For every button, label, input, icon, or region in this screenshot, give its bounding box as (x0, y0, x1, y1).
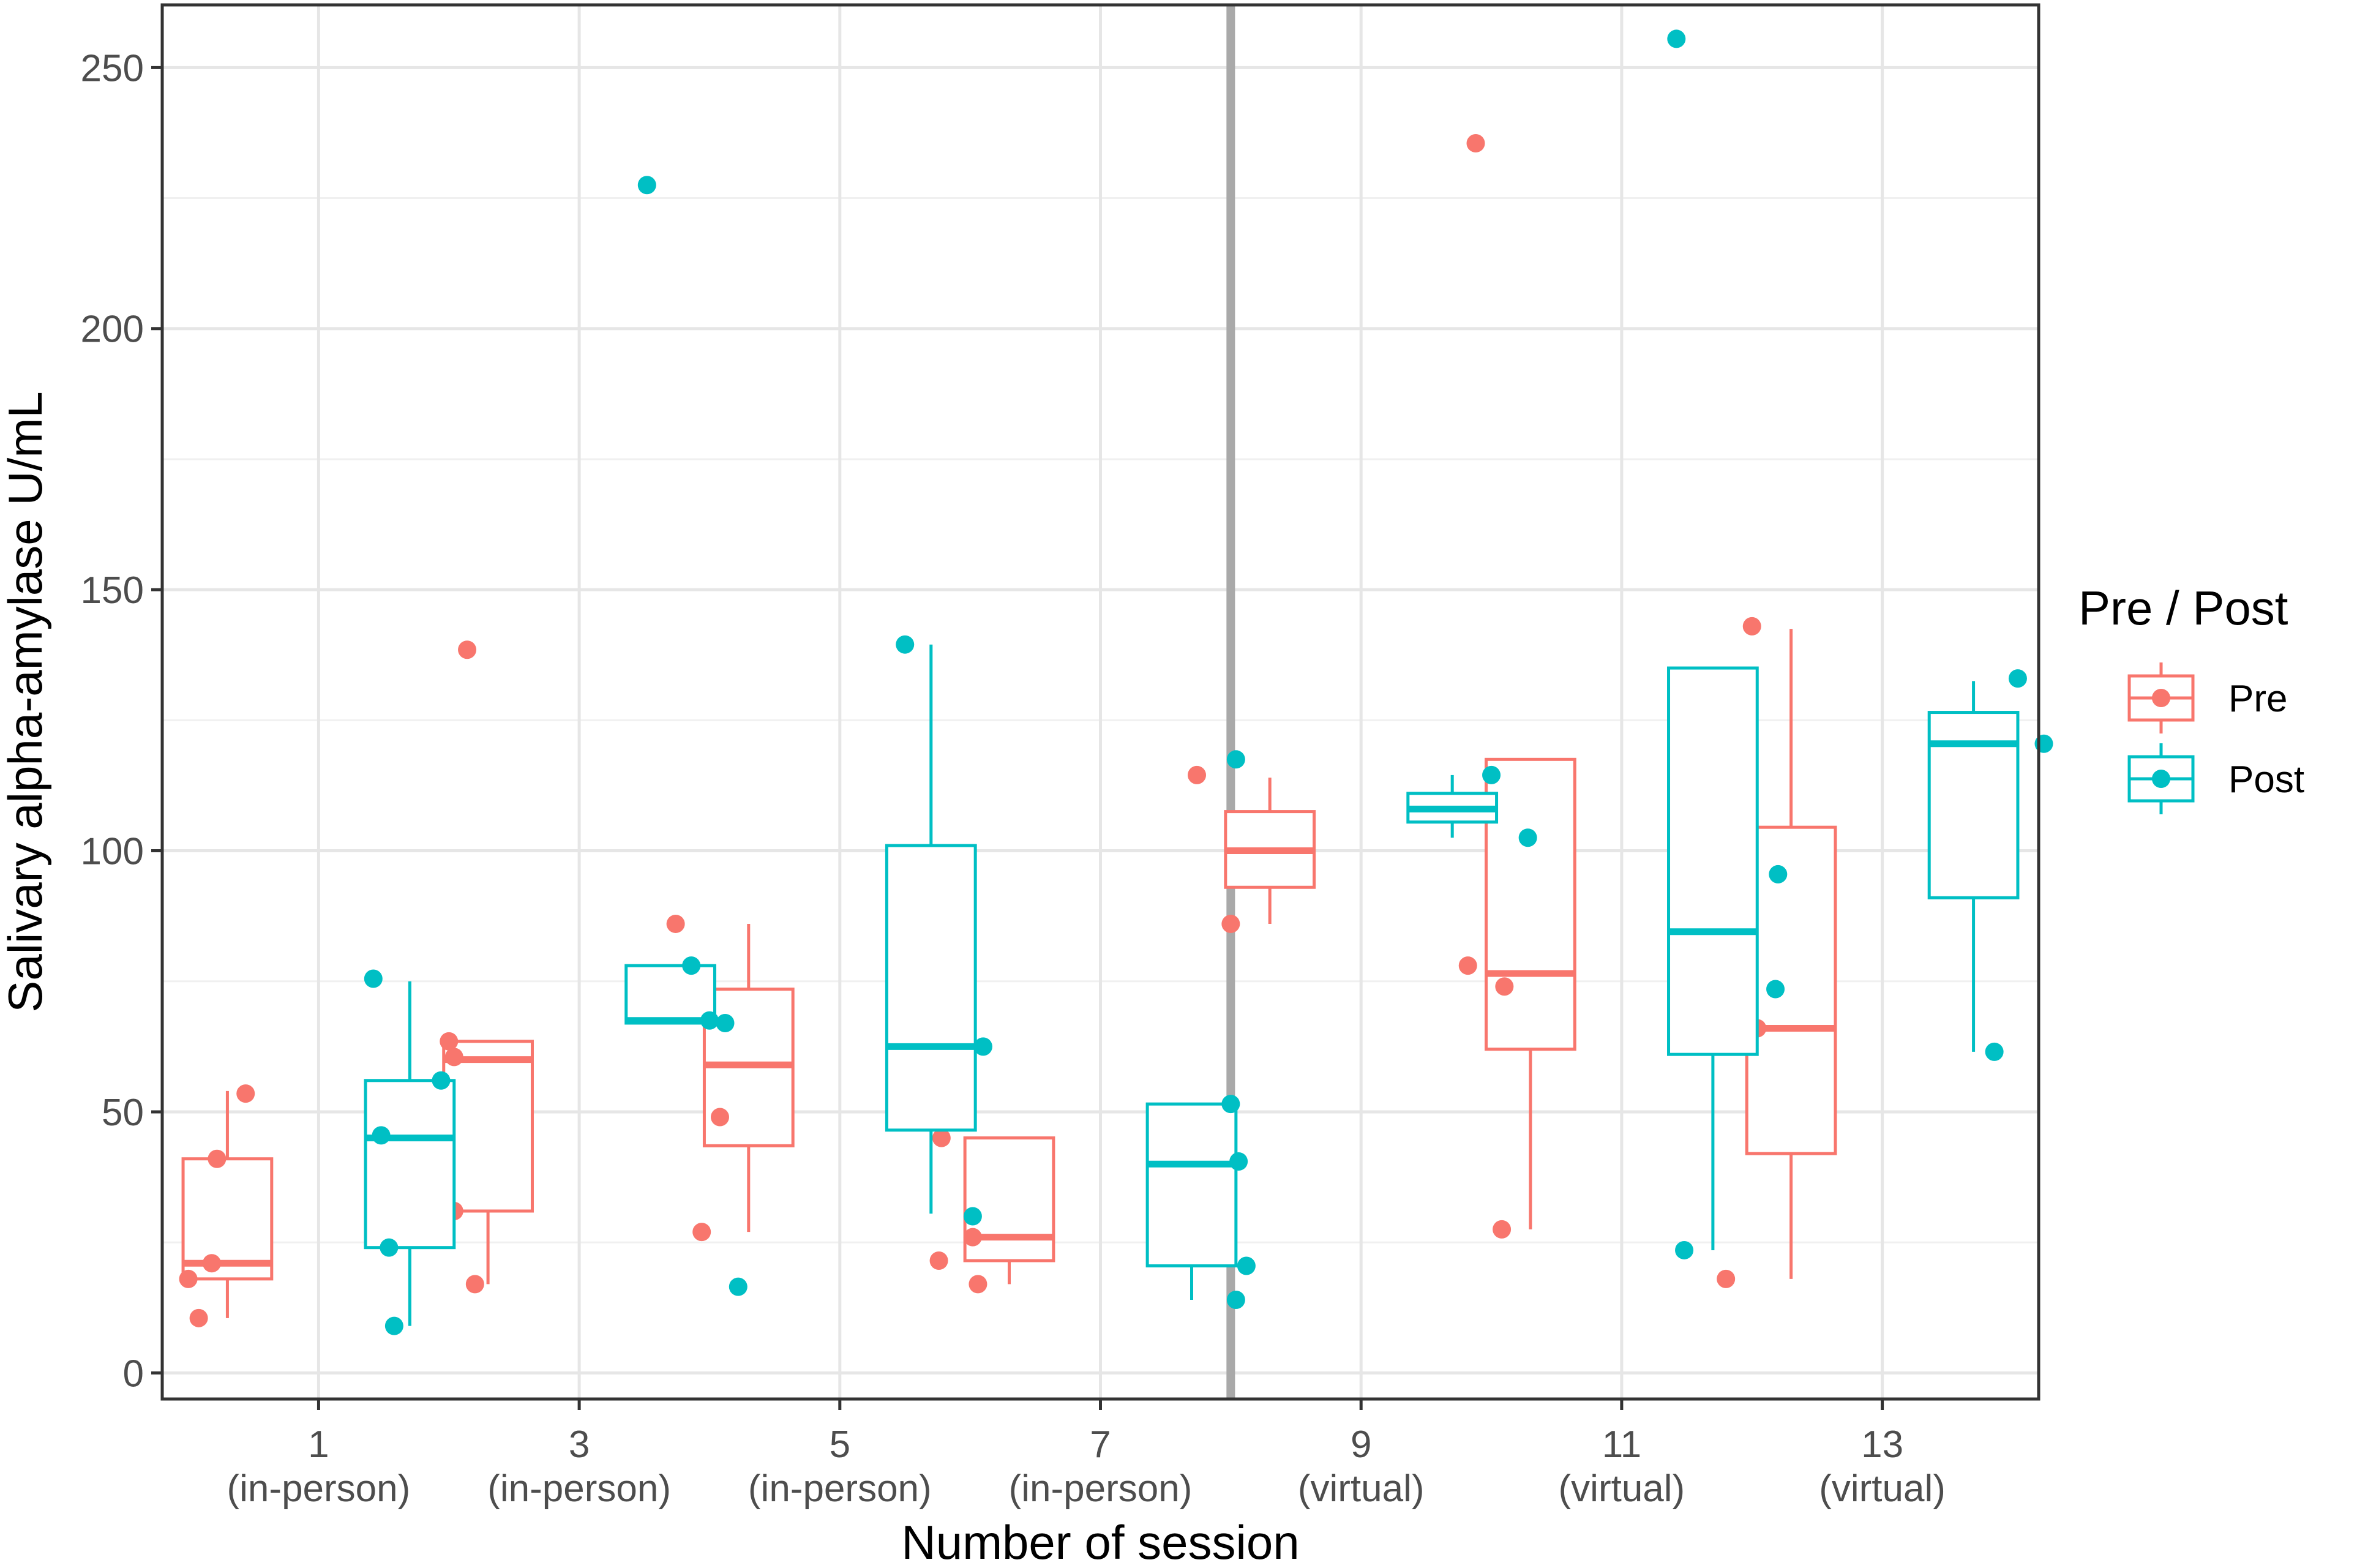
box-post (1927, 711, 2020, 899)
data-point-post (716, 1013, 735, 1032)
legend-label: Pre (2228, 678, 2287, 720)
x-tick-label-session: 13 (1861, 1424, 1903, 1466)
legend-layer: Pre / Post Pre Post (2078, 581, 2304, 814)
data-point-post (1237, 1256, 1256, 1275)
y-axis-title: Salivary alpha-amylase U/mL (0, 391, 52, 1012)
x-tick-label-session: 5 (830, 1424, 850, 1466)
data-point-post (1675, 1240, 1694, 1259)
x-tick-label-mode: (virtual) (1298, 1468, 1425, 1510)
y-tick-label: 50 (102, 1092, 144, 1134)
data-point-pre (236, 1084, 255, 1103)
box-pre (1745, 825, 1837, 1155)
box-pre (1485, 757, 1576, 1051)
x-tick-label-mode: (in-person) (748, 1468, 932, 1510)
data-point-post (1518, 828, 1537, 847)
data-point-pre (1493, 1220, 1512, 1239)
box-post (624, 964, 716, 1025)
data-point-pre (932, 1128, 951, 1147)
y-tick-label: 150 (81, 569, 144, 612)
data-point-post (380, 1238, 399, 1257)
data-point-pre (465, 1275, 484, 1294)
data-point-pre (179, 1269, 198, 1288)
data-point-pre (1466, 133, 1485, 152)
data-point-pre (440, 1032, 459, 1051)
box-post (364, 1079, 456, 1250)
data-point-post (364, 969, 383, 988)
legend-label: Post (2228, 759, 2304, 801)
y-tick-label: 200 (81, 309, 144, 351)
y-tick-label: 250 (81, 47, 144, 89)
data-point-post (637, 176, 656, 195)
axis-layer: 0501001502002501(in-person)3(in-person)5… (0, 3, 2040, 1568)
data-point-post (432, 1071, 451, 1090)
data-point-pre (710, 1108, 729, 1127)
x-tick-label-mode: (in-person) (487, 1468, 671, 1510)
data-point-post (1226, 1290, 1245, 1309)
data-point-post (1766, 980, 1785, 999)
data-point-pre (666, 914, 685, 933)
data-point-post (1985, 1042, 2004, 1061)
data-point-post (1667, 29, 1686, 48)
box-post (1667, 666, 1759, 1056)
x-tick-label-mode: (in-person) (227, 1468, 411, 1510)
data-point-post (1229, 1152, 1248, 1171)
x-tick-label-mode: (in-person) (1009, 1468, 1193, 1510)
data-point-pre (1458, 956, 1477, 975)
data-point-post (963, 1207, 982, 1226)
y-tick-label: 0 (123, 1352, 144, 1395)
data-point-post (1482, 765, 1501, 784)
data-point-post (700, 1011, 719, 1030)
box-pre (181, 1157, 274, 1281)
data-point-post (384, 1316, 403, 1335)
data-point-post (1226, 750, 1245, 769)
data-point-pre (1221, 914, 1240, 933)
legend-title: Pre / Post (2078, 581, 2288, 635)
data-point-pre (1188, 765, 1207, 784)
box-post (885, 844, 977, 1132)
data-point-post (973, 1037, 992, 1056)
x-tick-label-mode: (virtual) (1819, 1468, 1946, 1510)
data-point-pre (969, 1275, 987, 1294)
data-point-pre (1717, 1269, 1736, 1288)
x-axis-title: Number of session (901, 1515, 1299, 1565)
x-tick-label-session: 1 (308, 1424, 329, 1466)
plot-layer (179, 5, 2053, 1399)
x-tick-label-session: 9 (1351, 1424, 1371, 1466)
x-tick-label-session: 11 (1602, 1424, 1641, 1466)
y-tick-label: 100 (81, 831, 144, 873)
data-point-pre (189, 1308, 208, 1327)
data-point-pre (692, 1223, 711, 1242)
x-tick-label-session: 7 (1090, 1424, 1111, 1466)
legend-key-point (2152, 770, 2170, 788)
legend-key-point (2152, 689, 2170, 707)
data-point-pre (1495, 977, 1514, 996)
data-point-post (2008, 669, 2027, 688)
grid-layer (162, 5, 2039, 1399)
data-point-pre (458, 640, 477, 659)
data-point-pre (929, 1251, 948, 1270)
data-point-pre (208, 1149, 227, 1168)
data-point-post (372, 1126, 391, 1145)
data-point-pre (202, 1254, 221, 1273)
box-post (1145, 1102, 1238, 1268)
data-point-post (1221, 1095, 1240, 1114)
data-point-post (896, 635, 915, 654)
data-point-pre (1742, 617, 1761, 636)
data-point-post (729, 1277, 748, 1296)
data-point-post (1769, 865, 1788, 883)
data-point-pre (963, 1228, 982, 1247)
data-point-post (682, 956, 701, 975)
box-pre (442, 1040, 534, 1213)
data-point-pre (444, 1048, 463, 1067)
x-tick-label-session: 3 (569, 1424, 590, 1466)
x-tick-label-mode: (virtual) (1559, 1468, 1685, 1510)
